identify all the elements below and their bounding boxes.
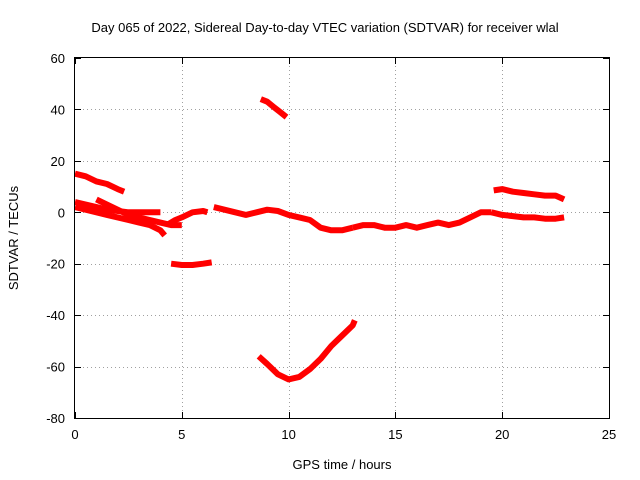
series-line-arc-11 xyxy=(490,209,565,222)
series-line-arc-3 xyxy=(74,204,167,238)
y-tick-label: -60 xyxy=(46,360,65,375)
series-line-arc-12 xyxy=(493,186,566,203)
series-line-arc-9 xyxy=(256,319,358,383)
series-line-arc-1 xyxy=(74,170,126,195)
y-axis-label: SDTVAR / TECUs xyxy=(6,185,21,290)
series-line-arc-5 xyxy=(165,208,209,228)
x-tick-label: 25 xyxy=(602,427,616,442)
x-tick-label: 10 xyxy=(281,427,295,442)
y-tick-label: 60 xyxy=(51,51,65,66)
y-tick-label: -40 xyxy=(46,308,65,323)
series-line-arc-8 xyxy=(259,96,289,120)
y-tick-label: 0 xyxy=(58,205,65,220)
data-series xyxy=(74,96,566,383)
series-line-arc-10 xyxy=(351,209,492,231)
x-tick-labels: 0 5 10 15 20 25 xyxy=(71,427,616,442)
y-tick-label: 20 xyxy=(51,154,65,169)
x-tick-label: 15 xyxy=(388,427,402,442)
x-axis-label: GPS time / hours xyxy=(293,457,392,472)
x-tick-label: 20 xyxy=(495,427,509,442)
x-tick-label: 0 xyxy=(71,427,78,442)
grid xyxy=(75,58,609,418)
plot-frame xyxy=(74,57,610,419)
x-tick-label: 5 xyxy=(178,427,185,442)
axis-ticks xyxy=(75,58,610,419)
chart-title: Day 065 of 2022, Sidereal Day-to-day VTE… xyxy=(91,20,558,35)
y-tick-label: -20 xyxy=(46,257,65,272)
series-line-arc-6 xyxy=(170,259,213,268)
series-line-arc-7 xyxy=(213,204,354,234)
y-tick-label: -80 xyxy=(46,411,65,426)
y-tick-labels: -80 -60 -40 -20 0 20 40 60 xyxy=(46,51,65,426)
y-tick-label: 40 xyxy=(51,102,65,117)
